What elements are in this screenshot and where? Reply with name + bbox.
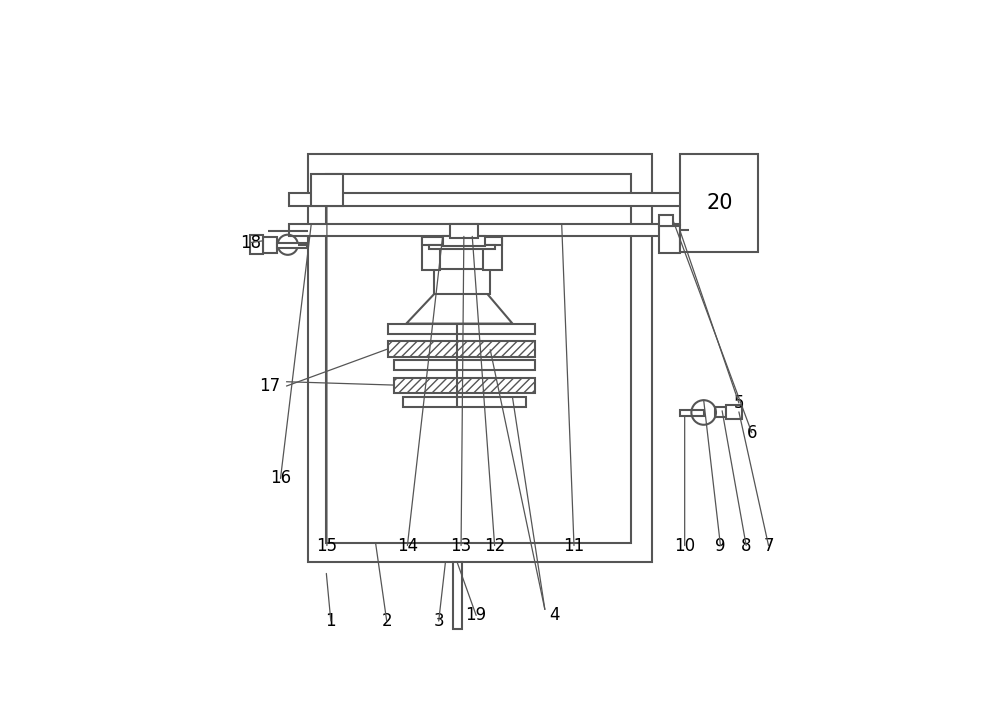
Bar	[450, 224, 478, 238]
Text: 16: 16	[270, 470, 291, 487]
Bar	[388, 341, 535, 356]
Text: 18: 18	[240, 234, 261, 251]
Text: 11: 11	[563, 537, 585, 555]
Text: 2: 2	[381, 612, 392, 630]
Text: 3: 3	[433, 612, 444, 630]
Bar	[659, 215, 673, 226]
Bar	[263, 237, 277, 253]
Text: 9: 9	[715, 537, 726, 555]
Text: 15: 15	[316, 537, 337, 555]
Text: 10: 10	[674, 537, 695, 555]
Bar	[453, 562, 462, 629]
Bar	[308, 154, 652, 562]
Text: 19: 19	[466, 606, 487, 624]
Bar	[394, 378, 535, 393]
Bar	[659, 226, 680, 253]
Bar	[483, 237, 502, 271]
Bar	[680, 409, 704, 417]
Text: 12: 12	[484, 537, 505, 555]
Bar	[429, 245, 495, 249]
Bar	[726, 405, 742, 419]
Text: 5: 5	[734, 394, 744, 412]
Bar	[422, 237, 502, 245]
Bar	[289, 193, 691, 205]
Bar	[680, 154, 758, 252]
Text: 13: 13	[450, 537, 472, 555]
Text: 20: 20	[706, 193, 733, 213]
Bar	[394, 360, 535, 370]
Text: 8: 8	[741, 537, 751, 555]
Bar	[715, 407, 726, 417]
Bar	[443, 237, 485, 246]
Bar	[403, 397, 526, 407]
Bar	[311, 174, 343, 205]
Text: 6: 6	[747, 423, 757, 441]
Polygon shape	[406, 294, 512, 324]
Bar	[289, 224, 691, 237]
Bar	[422, 237, 440, 271]
Text: 7: 7	[763, 537, 774, 555]
Bar	[434, 269, 490, 294]
Text: 1: 1	[326, 612, 336, 630]
Text: 14: 14	[397, 537, 418, 555]
Text: 17: 17	[259, 378, 280, 395]
Text: 4: 4	[549, 606, 560, 624]
Bar	[277, 242, 307, 248]
Bar	[388, 324, 535, 334]
Bar	[326, 174, 631, 543]
Bar	[250, 235, 263, 254]
